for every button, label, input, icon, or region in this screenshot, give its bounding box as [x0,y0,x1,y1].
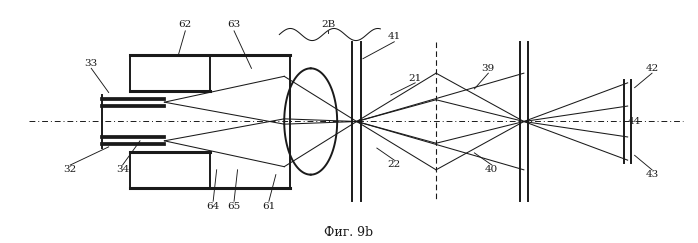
Text: 39: 39 [482,64,495,73]
Text: 65: 65 [228,201,241,211]
Text: 32: 32 [64,165,77,174]
Text: 64: 64 [207,201,220,211]
Text: 34: 34 [116,165,129,174]
Text: 33: 33 [84,59,98,68]
Text: 44: 44 [628,117,641,126]
Text: 43: 43 [646,170,659,179]
Text: 61: 61 [262,201,276,211]
Text: 62: 62 [179,20,192,29]
Text: 41: 41 [387,32,401,42]
Text: 21: 21 [408,74,422,83]
Text: Фиг. 9b: Фиг. 9b [325,226,373,239]
Text: 22: 22 [387,160,401,169]
Text: 63: 63 [228,20,241,29]
Text: 2B: 2B [321,20,335,29]
Text: 40: 40 [485,165,498,174]
Text: 42: 42 [646,64,659,73]
